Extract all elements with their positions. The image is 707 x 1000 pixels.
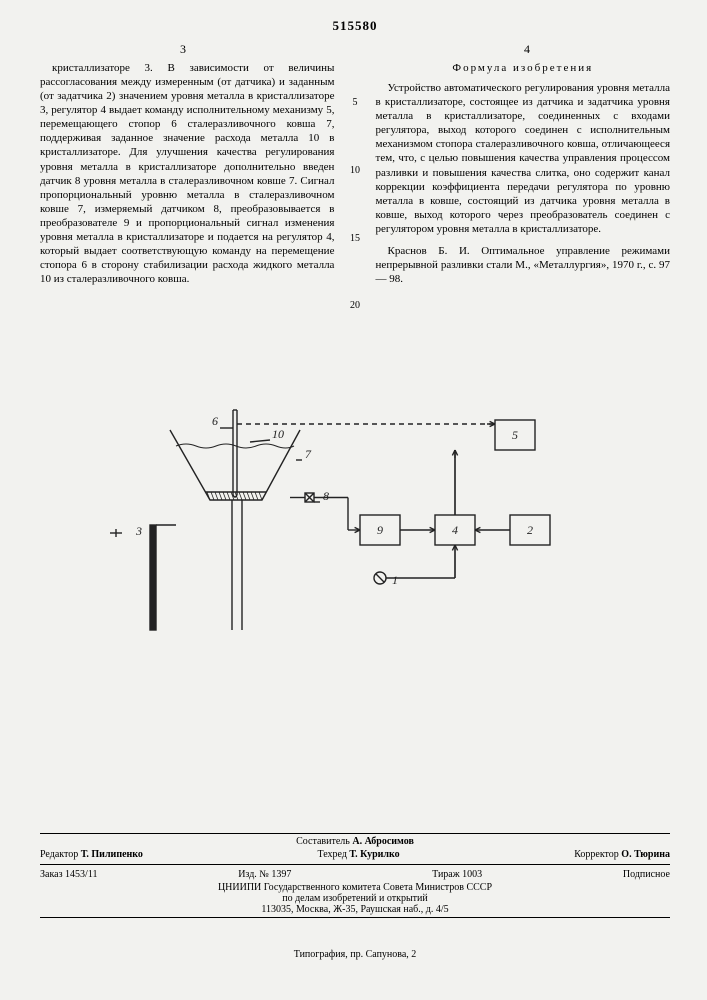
formula-title: Формула изобретения bbox=[376, 61, 670, 75]
svg-text:5: 5 bbox=[512, 428, 518, 442]
line-marker: 10 bbox=[350, 165, 360, 178]
svg-text:4: 4 bbox=[452, 523, 458, 537]
svg-text:1: 1 bbox=[392, 573, 398, 587]
left-text: кристаллизаторе 3. В зависимости от вели… bbox=[40, 61, 334, 286]
svg-text:6: 6 bbox=[212, 414, 218, 428]
patent-number: 515580 bbox=[40, 18, 670, 34]
composer-name: А. Абросимов bbox=[352, 836, 414, 847]
line-marker: 15 bbox=[350, 233, 360, 246]
col-num-right: 4 bbox=[524, 42, 530, 57]
svg-text:2: 2 bbox=[527, 523, 533, 537]
order-number: Заказ 1453/11 bbox=[40, 869, 97, 880]
address: 113035, Москва, Ж-35, Раушская наб., д. … bbox=[40, 904, 670, 915]
footer-block: Составитель А. Абросимов Редактор Т. Пил… bbox=[40, 831, 670, 920]
line-marker: 20 bbox=[350, 300, 360, 313]
right-text: Устройство автоматического регулирования… bbox=[376, 81, 670, 236]
svg-text:8: 8 bbox=[323, 489, 329, 503]
org-line1: ЦНИИПИ Государственного комитета Совета … bbox=[40, 882, 670, 893]
tech-name: Т. Курилко bbox=[349, 849, 399, 860]
schematic-diagram: 1 2 3 4 5 6 7 8 9 10 bbox=[40, 380, 670, 660]
col-num-left: 3 bbox=[180, 42, 186, 57]
org-line2: по делам изобретений и открытий bbox=[40, 893, 670, 904]
svg-text:7: 7 bbox=[305, 447, 312, 461]
svg-text:9: 9 bbox=[377, 523, 383, 537]
izd-number: Изд. № 1397 bbox=[238, 869, 291, 880]
line-number-gutter: 5 10 15 20 bbox=[348, 61, 361, 313]
svg-text:10: 10 bbox=[272, 427, 284, 441]
left-column: кристаллизаторе 3. В зависимости от вели… bbox=[40, 61, 334, 313]
tech-label: Техред bbox=[317, 849, 346, 860]
corrector-label: Корректор bbox=[574, 849, 619, 860]
reference: Краснов Б. И. Оптимальное управление реж… bbox=[376, 244, 670, 286]
editor-label: Редактор bbox=[40, 849, 78, 860]
sign: Подписное bbox=[623, 869, 670, 880]
svg-text:3: 3 bbox=[135, 524, 142, 538]
editor-name: Т. Пилипенко bbox=[81, 849, 143, 860]
printhouse: Типография, пр. Сапунова, 2 bbox=[40, 949, 670, 960]
line-marker: 5 bbox=[353, 97, 358, 110]
composer-label: Составитель bbox=[296, 836, 350, 847]
tirazh: Тираж 1003 bbox=[432, 869, 482, 880]
right-column: Формула изобретения Устройство автоматич… bbox=[376, 61, 670, 313]
corrector-name: О. Тюрина bbox=[621, 849, 670, 860]
